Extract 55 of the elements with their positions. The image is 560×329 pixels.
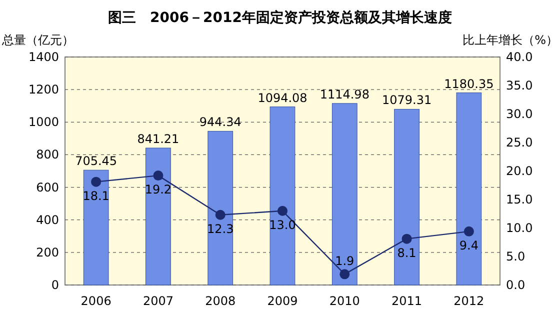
data-label: 13.0 xyxy=(269,218,296,232)
y2-tick-label: 5.0 xyxy=(506,250,526,264)
y2-tick-label: 35.0 xyxy=(506,78,533,92)
data-label: 19.2 xyxy=(144,182,172,197)
x-tick-label: 2010 xyxy=(329,294,360,308)
bar xyxy=(332,103,358,286)
bar xyxy=(146,148,171,286)
y2-tick-label: 20.0 xyxy=(506,164,533,178)
y2-tick-label: 15.0 xyxy=(506,192,533,206)
x-tick-label: 2007 xyxy=(142,294,174,308)
point xyxy=(215,210,226,220)
y2-tick-label: 0.0 xyxy=(506,278,526,292)
point xyxy=(278,206,288,216)
point xyxy=(91,176,102,187)
point xyxy=(340,269,350,280)
bar xyxy=(456,92,482,286)
x-tick-label: 2006 xyxy=(80,294,112,308)
y-tick-label: 1400 xyxy=(28,50,59,64)
data-label: 1.9 xyxy=(335,254,354,268)
y2-tick-label: 10.0 xyxy=(506,221,533,235)
y-tick-label: 400 xyxy=(36,212,59,227)
data-label: 8.1 xyxy=(397,246,416,260)
y-tick-label: 1200 xyxy=(28,82,59,97)
y-tick-label: 1000 xyxy=(28,115,59,130)
data-label: 1094.08 xyxy=(258,90,308,105)
data-label: 1114.98 xyxy=(320,87,370,102)
y-tick-label: 800 xyxy=(36,148,59,162)
x-tick-label: 2011 xyxy=(392,294,422,308)
data-label: 1180.35 xyxy=(444,76,494,91)
data-label: 1079.31 xyxy=(382,93,432,108)
point xyxy=(464,226,474,236)
y2-axis-title: 比上年增长（%） xyxy=(462,33,558,47)
x-tick-label: 2009 xyxy=(267,294,298,308)
bar xyxy=(270,106,296,286)
point xyxy=(402,234,412,244)
data-label: 841.21 xyxy=(137,132,180,146)
bar xyxy=(208,130,234,286)
y-tick-label: 600 xyxy=(36,180,59,194)
y2-tick-label: 30.0 xyxy=(506,107,533,121)
x-tick-label: 2012 xyxy=(454,294,484,308)
data-label: 944.34 xyxy=(199,115,242,130)
y-tick-label: 200 xyxy=(36,245,59,260)
y2-tick-label: 25.0 xyxy=(506,136,533,150)
data-label: 705.45 xyxy=(75,154,118,168)
chart-title: 图三 2006－2012年固定资产投资总额及其增长速度 xyxy=(108,9,452,26)
y2-tick-label: 40.0 xyxy=(506,50,533,64)
data-label: 9.4 xyxy=(459,238,478,252)
data-label: 12.3 xyxy=(207,222,234,236)
y-axis-title: 总量（亿元） xyxy=(1,33,74,47)
bar xyxy=(83,170,109,286)
x-tick-label: 2008 xyxy=(205,294,236,308)
data-label: 18.1 xyxy=(82,188,110,203)
bar xyxy=(394,108,420,286)
y-tick-label: 0 xyxy=(51,278,59,292)
point xyxy=(153,170,164,181)
